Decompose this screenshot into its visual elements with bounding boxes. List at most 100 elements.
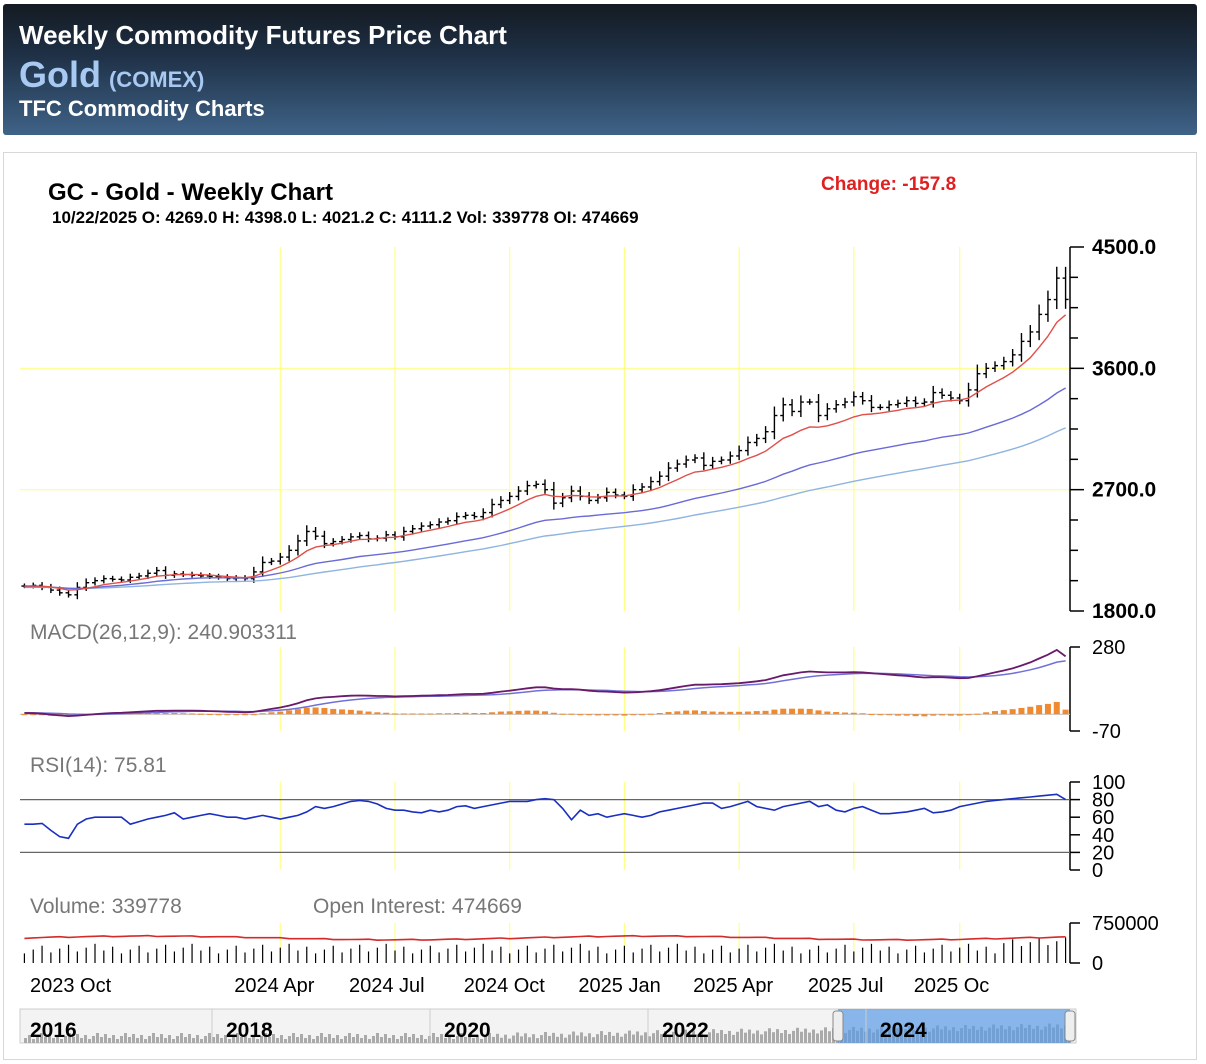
navigator-year-label: 2022 <box>662 1019 709 1042</box>
macd-histogram-bar <box>842 712 848 715</box>
navigator-volume-bar <box>108 1038 111 1043</box>
x-axis-label: 2024 Jul <box>349 975 425 997</box>
macd-histogram-bar <box>1027 706 1034 715</box>
navigator-volume-bar <box>372 1036 375 1043</box>
navigator-volume-bar <box>684 1029 687 1043</box>
macd-histogram-bar <box>868 713 875 715</box>
navigator-volume-bar <box>96 1033 99 1043</box>
macd-histogram-bar <box>736 711 743 715</box>
navigator-volume-bar <box>152 1033 155 1043</box>
price-plot-area <box>20 247 1070 611</box>
macd-histogram-bar <box>339 709 346 715</box>
navigator-volume-bar <box>660 1034 663 1043</box>
navigator-volume-bar <box>712 1029 715 1043</box>
navigator-volume-bar <box>244 1034 247 1043</box>
volume-axis-label: 750000 <box>1092 913 1159 935</box>
navigator-volume-bar <box>396 1039 399 1043</box>
macd-histogram-bar <box>515 710 522 715</box>
macd-histogram-bar <box>621 714 628 716</box>
macd-histogram-bar <box>277 711 284 715</box>
navigator-volume-bar <box>472 1038 475 1043</box>
macd-histogram-bar <box>39 714 46 716</box>
navigator-volume-bar <box>120 1036 123 1043</box>
page-banner: Weekly Commodity Futures Price Chart Gol… <box>3 4 1197 135</box>
navigator-volume-bar <box>784 1030 787 1043</box>
macd-histogram-bar <box>533 710 540 715</box>
macd-histogram-bar <box>374 712 381 715</box>
macd-histogram-bar <box>215 714 222 716</box>
navigator-volume-bar <box>352 1037 355 1043</box>
navigator-volume-bar <box>392 1035 395 1043</box>
macd-histogram-bar <box>259 713 266 715</box>
macd-histogram-bar <box>639 714 646 716</box>
macd-histogram-bar <box>224 714 231 716</box>
macd-histogram-bar <box>383 712 390 715</box>
navigator-handle[interactable] <box>1064 1010 1076 1042</box>
macd-histogram-bar <box>462 712 469 715</box>
navigator-volume-bar <box>76 1034 79 1043</box>
navigator-volume-bar <box>492 1036 495 1043</box>
navigator-volume-bar <box>284 1039 287 1043</box>
navigator-selection[interactable] <box>838 1009 1070 1043</box>
macd-histogram-bar <box>603 714 610 716</box>
navigator-volume-bar <box>204 1036 207 1043</box>
navigator-volume-bar <box>176 1036 179 1043</box>
macd-histogram-bar <box>656 713 663 715</box>
navigator-volume-bar <box>704 1035 707 1043</box>
navigator-volume-bar <box>36 1036 39 1043</box>
macd-histogram-bar <box>409 713 416 715</box>
macd-histogram-bar <box>727 711 734 715</box>
macd-histogram-bar <box>330 708 337 715</box>
navigator-volume-bar <box>336 1035 339 1043</box>
navigator-volume-bar <box>756 1030 759 1043</box>
macd-histogram-bar <box>833 712 840 715</box>
navigator-volume-bar <box>440 1034 443 1043</box>
macd-histogram-bar <box>392 713 398 715</box>
navigator-volume-bar <box>760 1034 763 1043</box>
x-axis-label: 2024 Oct <box>464 975 546 997</box>
macd-histogram-bar <box>806 708 813 715</box>
navigator-volume-bar <box>224 1035 227 1043</box>
navigator-handle[interactable] <box>832 1010 844 1042</box>
navigator-volume-bar <box>216 1034 219 1043</box>
navigator-year-label: 2016 <box>30 1019 77 1042</box>
macd-histogram-bar <box>427 713 434 715</box>
macd-histogram-bar <box>630 714 637 716</box>
navigator-volume-bar <box>248 1038 251 1043</box>
macd-histogram-bar <box>180 713 187 715</box>
date-navigator[interactable]: 2016 2018 2020 2022 2024 <box>19 1008 1077 1044</box>
navigator-volume-bar <box>404 1033 407 1043</box>
navigator-volume-bar <box>156 1037 159 1043</box>
macd-histogram-bar <box>1062 709 1069 715</box>
macd-histogram-bar <box>1000 710 1007 715</box>
navigator-volume-bar <box>780 1033 783 1043</box>
navigator-volume-bar <box>584 1036 587 1043</box>
macd-label: MACD(26,12,9): 240.903311 <box>30 621 297 644</box>
navigator-volume-bar <box>552 1032 555 1043</box>
navigator-volume-bar <box>648 1036 651 1043</box>
navigator-volume-bar <box>140 1035 143 1043</box>
macd-histogram-bar <box>1009 709 1016 715</box>
navigator-volume-bar <box>328 1034 331 1043</box>
navigator-volume-bar <box>600 1031 603 1043</box>
navigator-volume-bar <box>292 1033 295 1043</box>
navigator-volume-bar <box>588 1033 591 1043</box>
moving-average-slow-line <box>24 427 1066 590</box>
ohlc-readout: 10/22/2025 O: 4269.0 H: 4398.0 L: 4021.2… <box>52 208 639 227</box>
navigator-volume-bar <box>580 1032 583 1043</box>
macd-histogram-bar <box>436 713 443 715</box>
navigator-volume-bar <box>400 1036 403 1043</box>
navigator-volume-bar <box>424 1039 427 1043</box>
navigator-volume-bar <box>432 1033 435 1043</box>
macd-histogram-bar <box>568 713 575 715</box>
macd-histogram-bar <box>594 714 601 716</box>
site-name: TFC Commodity Charts <box>19 96 265 121</box>
navigator-volume-bar <box>144 1039 147 1043</box>
macd-histogram-bar <box>286 710 293 715</box>
moving-average-fast-line <box>24 314 1067 591</box>
commodity-name: Gold (COMEX) <box>19 54 204 96</box>
navigator-volume-bar <box>420 1035 423 1043</box>
moving-average-mid-line <box>24 387 1066 590</box>
navigator-volume-bar <box>52 1038 55 1043</box>
navigator-volume-bar <box>344 1036 347 1043</box>
